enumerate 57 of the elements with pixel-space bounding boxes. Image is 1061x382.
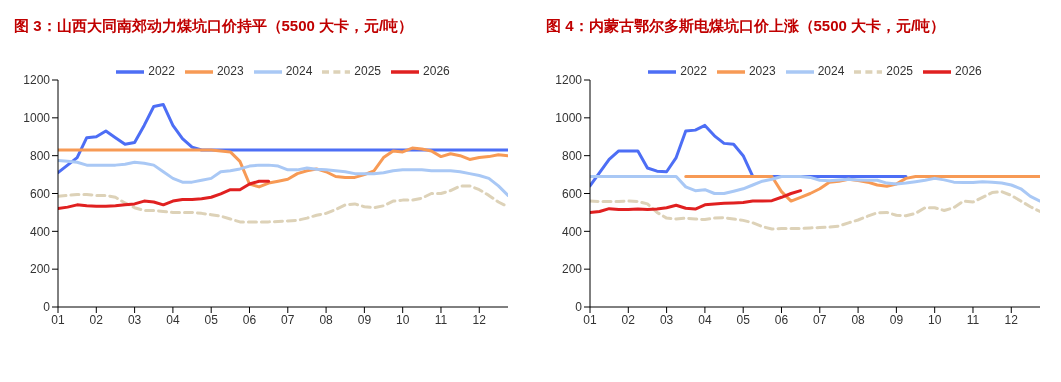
line-series <box>58 184 508 224</box>
x-tick-label: 11 <box>434 312 448 327</box>
y-tick-label: 400 <box>561 224 583 239</box>
legend-label: 2026 <box>423 64 450 79</box>
y-tick-label: 200 <box>29 262 51 277</box>
line-series <box>58 146 508 189</box>
line-series <box>590 189 803 214</box>
chart-title: 图 3：山西大同南郊动力煤坑口价持平（5500 大卡，元/吨） <box>13 16 415 36</box>
x-tick-label: 06 <box>774 312 789 327</box>
x-tick-label: 04 <box>166 312 180 327</box>
chart-title: 图 4：内蒙古鄂尔多斯电煤坑口价上涨（5500 大卡，元/吨） <box>545 16 947 36</box>
y-tick-label: 600 <box>29 186 51 201</box>
line-series <box>590 190 1040 231</box>
line-series <box>590 174 1040 203</box>
y-tick-label: 1000 <box>23 111 51 126</box>
legend-label: 2024 <box>285 64 313 79</box>
x-tick-label: 03 <box>659 312 674 327</box>
y-tick-label: 200 <box>561 262 583 277</box>
x-tick-label: 12 <box>1004 312 1019 327</box>
x-tick-label: 04 <box>698 312 712 327</box>
x-tick-label: 06 <box>242 312 257 327</box>
x-tick-label: 07 <box>281 312 295 327</box>
x-tick-label: 11 <box>966 312 980 327</box>
legend-label: 2024 <box>817 64 845 79</box>
x-tick-label: 01 <box>51 312 65 327</box>
y-tick-label: 600 <box>561 186 583 201</box>
line-series <box>58 158 508 197</box>
x-tick-label: 10 <box>928 312 942 327</box>
x-tick-label: 08 <box>851 312 866 327</box>
legend-label: 2023 <box>216 64 244 79</box>
x-tick-label: 08 <box>319 312 334 327</box>
legend-label: 2025 <box>354 64 382 79</box>
x-tick-label: 07 <box>813 312 827 327</box>
x-tick-label: 05 <box>204 312 219 327</box>
y-tick-label: 800 <box>29 148 51 163</box>
line-series <box>58 179 271 211</box>
legend-label: 2022 <box>680 64 707 79</box>
y-tick-label: 0 <box>43 300 51 315</box>
y-tick-label: 1000 <box>555 111 583 126</box>
x-tick-label: 12 <box>472 312 487 327</box>
y-tick-label: 400 <box>29 224 51 239</box>
x-tick-label: 02 <box>621 312 636 327</box>
x-tick-label: 09 <box>357 312 372 327</box>
legend-label: 2025 <box>886 64 914 79</box>
x-tick-label: 03 <box>127 312 142 327</box>
y-tick-label: 1200 <box>555 73 583 88</box>
legend-label: 2022 <box>148 64 175 79</box>
legend-label: 2026 <box>955 64 982 79</box>
y-tick-label: 800 <box>561 148 583 163</box>
x-tick-label: 02 <box>89 312 104 327</box>
x-tick-label: 10 <box>396 312 410 327</box>
x-tick-label: 05 <box>736 312 751 327</box>
x-tick-label: 01 <box>583 312 597 327</box>
legend-label: 2023 <box>748 64 776 79</box>
y-tick-label: 1200 <box>23 73 51 88</box>
x-tick-label: 09 <box>889 312 904 327</box>
y-tick-label: 0 <box>575 300 583 315</box>
